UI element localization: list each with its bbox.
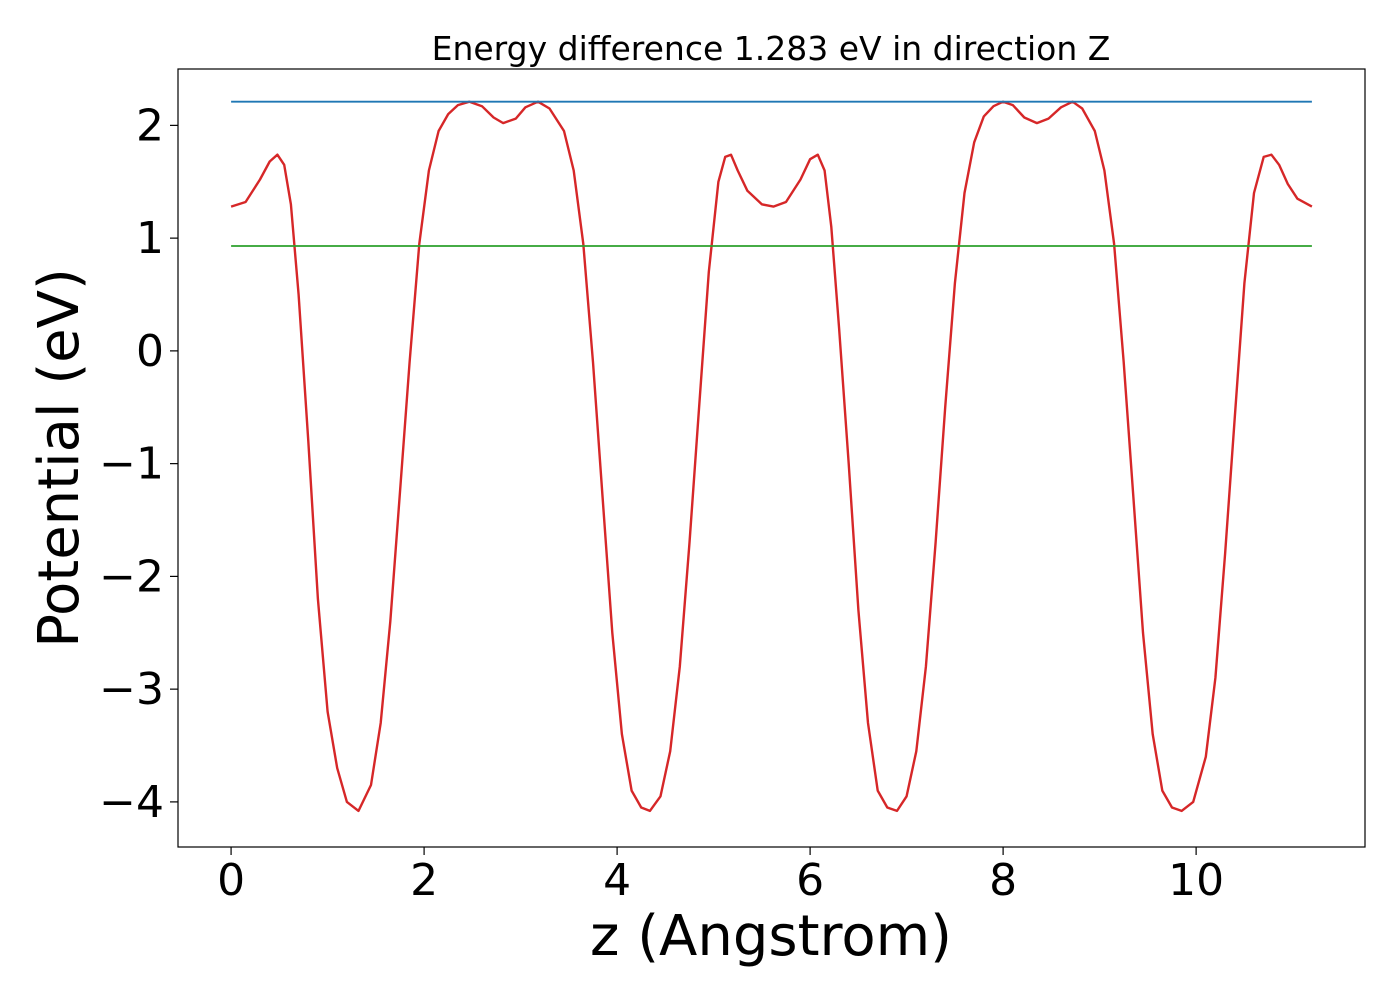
y-tick-label: 2 — [136, 100, 164, 151]
x-tick-label: 6 — [796, 855, 824, 906]
x-tick-label: 10 — [1168, 855, 1224, 906]
x-axis-ticks: 0 2 4 6 8 10 — [217, 847, 1224, 906]
y-tick-label: 0 — [136, 326, 164, 377]
y-tick-label: 1 — [136, 213, 164, 264]
x-tick-label: 2 — [410, 855, 438, 906]
chart-title: Energy difference 1.283 eV in direction … — [432, 29, 1111, 68]
series-layer — [230, 100, 1313, 813]
x-tick-label: 4 — [603, 855, 631, 906]
y-tick-label: −2 — [99, 551, 164, 602]
x-tick-label: 8 — [989, 855, 1017, 906]
y-axis-label: Potential (eV) — [27, 268, 92, 648]
series-line-0 — [230, 100, 1313, 813]
x-tick-label: 0 — [217, 855, 245, 906]
x-axis-label: z (Angstrom) — [590, 904, 952, 969]
y-axis-ticks: 2 1 0 −1 −2 −3 −4 — [99, 100, 178, 828]
plot-frame — [177, 68, 1366, 848]
y-tick-label: −1 — [99, 439, 164, 490]
y-tick-label: −4 — [99, 777, 164, 828]
y-tick-label: −3 — [99, 664, 164, 715]
